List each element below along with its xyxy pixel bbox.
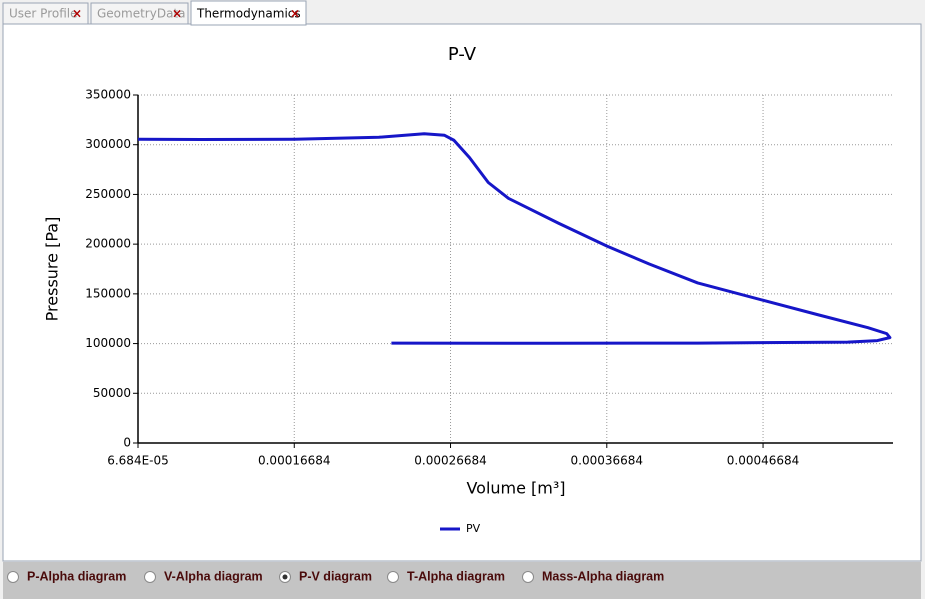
chart-title: P-V xyxy=(448,44,477,65)
radio-label[interactable]: Mass-Alpha diagram xyxy=(542,569,664,583)
x-tick-label: 0.00046684 xyxy=(727,454,800,468)
tab-close[interactable]: × xyxy=(172,7,182,21)
y-tick-label: 200000 xyxy=(85,237,131,251)
y-tick-label: 0 xyxy=(123,436,131,450)
legend-label: PV xyxy=(466,522,481,535)
radio-label[interactable]: T-Alpha diagram xyxy=(407,569,505,583)
tab-label: User Profile xyxy=(9,7,77,21)
tab[interactable] xyxy=(90,2,189,25)
radio-label[interactable]: P-V diagram xyxy=(299,569,372,583)
y-axis-label: Pressure [Pa] xyxy=(43,217,62,322)
radio-dot xyxy=(282,574,288,580)
y-tick-label: 150000 xyxy=(85,286,131,300)
radio-label[interactable]: P-Alpha diagram xyxy=(27,569,126,583)
chart-panel xyxy=(2,23,922,562)
radio-button[interactable] xyxy=(144,571,156,583)
y-tick-label: 300000 xyxy=(85,137,131,151)
option-bar xyxy=(3,562,921,599)
radio-button[interactable] xyxy=(387,571,399,583)
radio-button[interactable] xyxy=(7,571,19,583)
tab-label: Thermodynamics xyxy=(196,7,301,21)
x-tick-label: 0.00026684 xyxy=(414,454,487,468)
x-tick-label: 0.00016684 xyxy=(258,454,331,468)
y-tick-label: 50000 xyxy=(93,386,131,400)
x-axis-label: Volume [m³] xyxy=(466,479,565,498)
radio-label[interactable]: V-Alpha diagram xyxy=(164,569,263,583)
y-tick-label: 250000 xyxy=(85,187,131,201)
tab-label: GeometryData xyxy=(97,7,186,21)
y-tick-label: 350000 xyxy=(85,88,131,102)
tab[interactable] xyxy=(190,0,307,26)
x-tick-label: 6.684E-05 xyxy=(107,454,169,468)
x-tick-label: 0.00036684 xyxy=(571,454,644,468)
tab-close[interactable]: × xyxy=(290,7,300,21)
tab[interactable] xyxy=(2,2,89,25)
tab-close[interactable]: × xyxy=(72,7,82,21)
data-line xyxy=(137,132,892,345)
radio-button[interactable] xyxy=(522,571,534,583)
y-tick-label: 100000 xyxy=(85,336,131,350)
